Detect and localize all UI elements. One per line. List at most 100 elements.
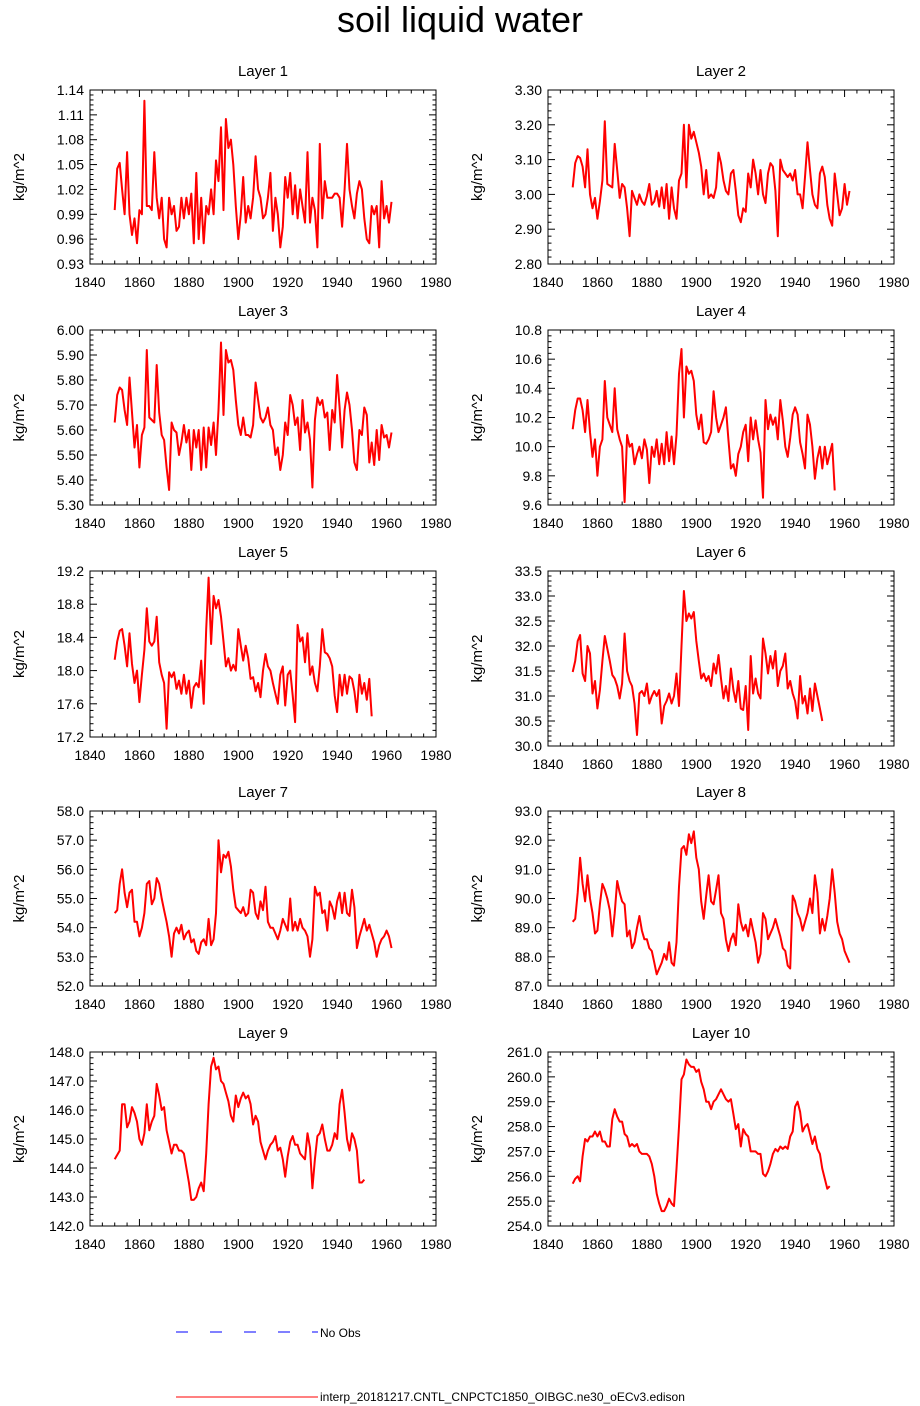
x-tick-label: 1940 xyxy=(780,1236,811,1252)
y-tick-label: 57.0 xyxy=(57,832,84,848)
series-line xyxy=(113,576,373,730)
y-tick-label: 9.6 xyxy=(523,497,543,513)
y-tick-label: 143.0 xyxy=(49,1189,84,1205)
y-axis-label: kg/m^2 xyxy=(469,635,486,683)
x-tick-label: 1960 xyxy=(829,515,860,531)
x-tick-label: 1960 xyxy=(371,1236,402,1252)
x-tick-label: 1880 xyxy=(173,996,204,1012)
x-tick-label: 1920 xyxy=(730,515,761,531)
chart-panel: Layer 2 kg/m^2 1840 1860 1880 1900 1920 1940 196… xyxy=(469,63,910,290)
y-tick-label: 17.6 xyxy=(57,696,84,712)
y-axis-label: kg/m^2 xyxy=(469,875,486,923)
y-tick-label: 10.0 xyxy=(515,439,542,455)
x-tick-label: 1960 xyxy=(371,747,402,763)
y-tick-label: 31.5 xyxy=(515,663,542,679)
x-tick-label: 1860 xyxy=(124,747,155,763)
x-tick-label: 1960 xyxy=(829,996,860,1012)
series-line xyxy=(571,348,836,504)
y-tick-label: 32.5 xyxy=(515,613,542,629)
x-tick-label: 1980 xyxy=(878,996,909,1012)
x-tick-label: 1840 xyxy=(74,515,105,531)
plot-frame xyxy=(547,570,895,747)
x-tick-label: 1880 xyxy=(173,274,204,290)
legend-obs-label: No Obs xyxy=(320,1326,361,1340)
y-tick-label: 258.0 xyxy=(507,1119,542,1135)
plot-frame xyxy=(547,1051,895,1227)
y-tick-label: 2.80 xyxy=(515,256,542,272)
series-line xyxy=(571,590,824,736)
x-tick-label: 1840 xyxy=(74,1236,105,1252)
series-line xyxy=(113,839,393,958)
y-axis-label: kg/m^2 xyxy=(11,394,28,442)
x-tick-label: 1920 xyxy=(272,515,303,531)
series-line xyxy=(571,120,851,238)
x-tick-label: 1980 xyxy=(420,515,451,531)
x-tick-label: 1960 xyxy=(371,274,402,290)
x-tick-label: 1960 xyxy=(371,996,402,1012)
x-tick-label: 1980 xyxy=(878,1236,909,1252)
x-tick-label: 1840 xyxy=(532,756,563,772)
x-tick-label: 1900 xyxy=(681,756,712,772)
x-tick-label: 1880 xyxy=(631,996,662,1012)
x-tick-label: 1860 xyxy=(582,274,613,290)
x-tick-label: 1880 xyxy=(173,515,204,531)
y-tick-label: 19.2 xyxy=(57,563,84,579)
x-tick-label: 1940 xyxy=(322,515,353,531)
y-tick-label: 0.96 xyxy=(57,231,84,247)
x-tick-label: 1840 xyxy=(532,274,563,290)
y-axis-label: kg/m^2 xyxy=(11,630,28,678)
series-line xyxy=(571,1058,831,1213)
x-tick-label: 1860 xyxy=(124,274,155,290)
y-axis-label: kg/m^2 xyxy=(469,394,486,442)
chart-panel: Layer 6 kg/m^2 1840 1860 1880 1900 1920 1940 196… xyxy=(469,544,910,772)
x-tick-label: 1940 xyxy=(322,1236,353,1252)
y-tick-label: 142.0 xyxy=(49,1218,84,1234)
x-tick-label: 1920 xyxy=(272,996,303,1012)
x-tick-label: 1880 xyxy=(173,1236,204,1252)
x-tick-label: 1880 xyxy=(631,515,662,531)
x-tick-label: 1900 xyxy=(223,1236,254,1252)
x-tick-label: 1860 xyxy=(124,1236,155,1252)
y-tick-label: 17.2 xyxy=(57,729,84,745)
y-tick-label: 10.2 xyxy=(515,410,542,426)
y-tick-label: 5.90 xyxy=(57,347,84,363)
x-tick-label: 1940 xyxy=(780,515,811,531)
x-tick-label: 1980 xyxy=(420,274,451,290)
y-tick-label: 3.20 xyxy=(515,117,542,133)
x-tick-label: 1920 xyxy=(730,274,761,290)
chart-panel: Layer 4 kg/m^2 1840 1860 1880 1900 1920 1940 196… xyxy=(469,303,910,531)
series-line xyxy=(113,341,393,491)
y-tick-label: 30.5 xyxy=(515,713,542,729)
x-tick-label: 1920 xyxy=(730,756,761,772)
y-axis-label: kg/m^2 xyxy=(11,153,28,201)
y-tick-label: 10.6 xyxy=(515,351,542,367)
y-tick-label: 9.8 xyxy=(523,468,543,484)
y-tick-label: 32.0 xyxy=(515,638,542,654)
y-tick-label: 5.50 xyxy=(57,447,84,463)
plot-frame xyxy=(547,810,895,987)
y-tick-label: 257.0 xyxy=(507,1143,542,1159)
x-tick-label: 1880 xyxy=(173,747,204,763)
chart-panel: Layer 10 kg/m^2 1840 1860 1880 1900 1920 1940 19… xyxy=(469,1025,910,1252)
y-tick-label: 254.0 xyxy=(507,1218,542,1234)
y-axis-label: kg/m^2 xyxy=(11,875,28,923)
x-tick-label: 1840 xyxy=(532,1236,563,1252)
y-tick-label: 1.08 xyxy=(57,132,84,148)
y-tick-label: 6.00 xyxy=(57,322,84,338)
y-tick-label: 5.30 xyxy=(57,497,84,513)
x-tick-label: 1980 xyxy=(420,747,451,763)
x-tick-label: 1920 xyxy=(272,1236,303,1252)
y-tick-label: 3.00 xyxy=(515,186,542,202)
x-tick-label: 1920 xyxy=(272,747,303,763)
chart-panel: Layer 5 kg/m^2 1840 1860 1880 1900 1920 1940 196… xyxy=(11,544,452,763)
x-tick-label: 1920 xyxy=(730,1236,761,1252)
y-tick-label: 1.11 xyxy=(58,107,84,123)
panel-title: Layer 10 xyxy=(692,1025,750,1042)
x-tick-label: 1840 xyxy=(532,996,563,1012)
series-line xyxy=(571,830,851,976)
y-tick-label: 1.14 xyxy=(57,82,84,98)
y-tick-label: 56.0 xyxy=(57,861,84,877)
y-tick-label: 33.0 xyxy=(515,588,542,604)
y-tick-label: 0.93 xyxy=(57,256,84,272)
legend-model-label: interp_20181217.CNTL_CNPCTC1850_OIBGC.ne… xyxy=(320,1390,685,1404)
